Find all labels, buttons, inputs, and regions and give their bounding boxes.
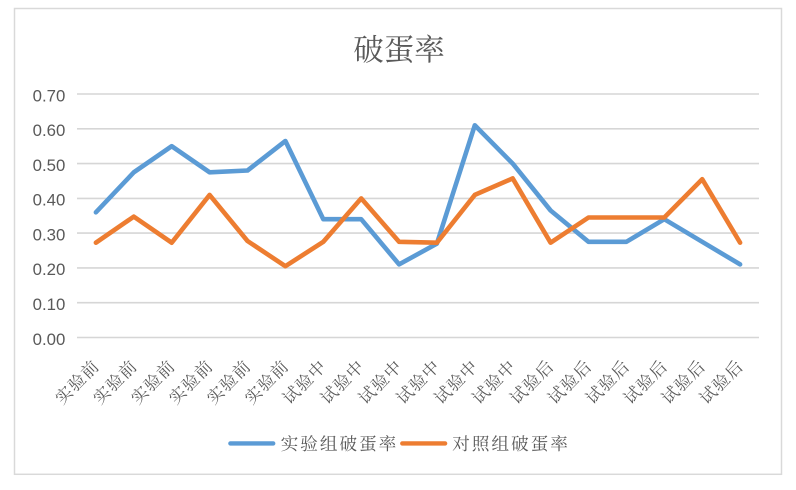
svg-text:0.20: 0.20 <box>33 260 66 279</box>
svg-text:0.60: 0.60 <box>33 121 66 140</box>
svg-text:0.70: 0.70 <box>33 86 66 105</box>
svg-text:0.10: 0.10 <box>33 295 66 314</box>
svg-text:0.00: 0.00 <box>33 330 66 349</box>
svg-text:0.40: 0.40 <box>33 191 66 210</box>
svg-text:0.30: 0.30 <box>33 225 66 244</box>
svg-text:0.50: 0.50 <box>33 156 66 175</box>
